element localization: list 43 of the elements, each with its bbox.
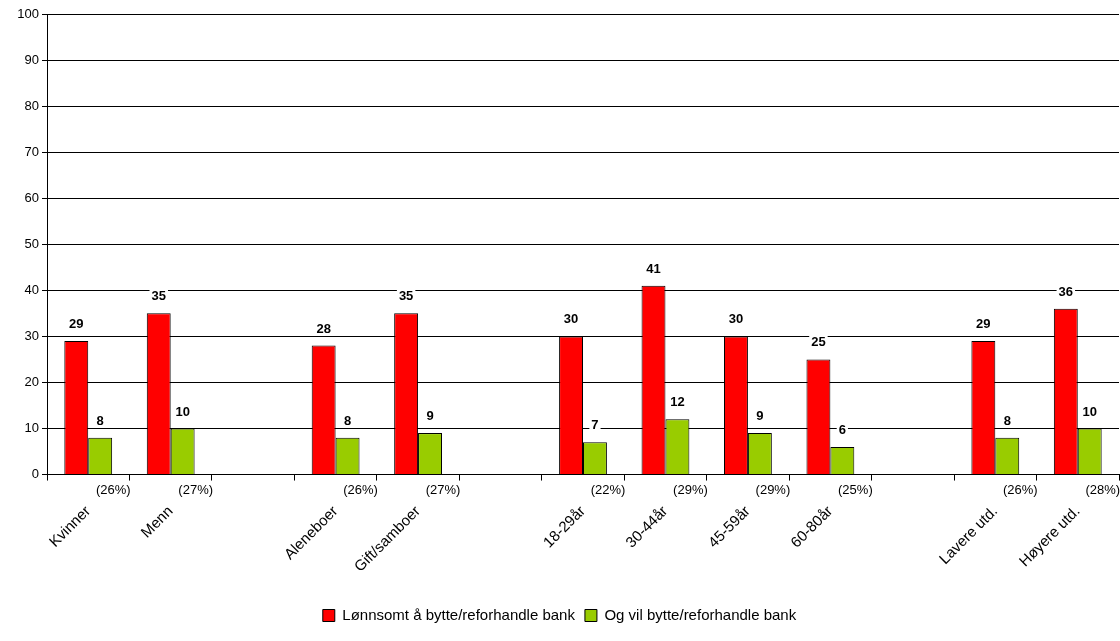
text: (27%) (425, 481, 461, 497)
text: (29%) (755, 481, 791, 497)
y-tick-label: 30 (24, 327, 39, 343)
data-label: 10 (1082, 403, 1097, 419)
data-label: 9 (426, 408, 434, 424)
text: (25%) (838, 481, 873, 497)
data-label: 35 (151, 288, 166, 304)
text: (26%) (1002, 481, 1038, 497)
y-tick-label: 40 (24, 281, 39, 297)
text: (29%) (673, 481, 708, 497)
data-label: 12 (670, 394, 685, 410)
data-label: 25 (811, 334, 826, 350)
y-tick-label: 90 (24, 51, 39, 67)
y-tick-label: 70 (24, 143, 39, 159)
y-tick-label: 50 (24, 235, 39, 251)
y-tick-label: 80 (24, 97, 39, 113)
y-tick-label: 0 (31, 466, 39, 482)
data-label: 36 (1058, 283, 1074, 299)
data-label: 35 (398, 288, 414, 304)
data-label: 28 (316, 320, 331, 336)
data-label: 9 (756, 408, 764, 424)
data-label: 6 (838, 422, 846, 437)
legend-label: Lønnsomt å bytte/reforhandle bank (342, 605, 576, 623)
legend-label: Og vil bytte/reforhandle bank (604, 605, 797, 623)
data-label: 7 (591, 417, 599, 433)
data-label: 29 (69, 316, 84, 332)
text: (27%) (178, 481, 214, 497)
data-label: 8 (343, 412, 352, 428)
text: (28%) (1085, 481, 1120, 497)
y-tick-label: 60 (24, 189, 39, 205)
y-tick-label: 10 (24, 420, 39, 436)
text: (26%) (343, 481, 378, 497)
data-label: 10 (175, 403, 190, 419)
data-label: 8 (96, 412, 104, 428)
text: (22%) (590, 481, 626, 497)
data-label: 41 (646, 260, 661, 276)
data-label: 30 (563, 311, 579, 327)
data-label: 30 (728, 311, 744, 327)
y-tick-label: 20 (24, 374, 39, 390)
data-label: 29 (976, 316, 991, 332)
data-label: 8 (1003, 412, 1011, 428)
y-tick-label: 100 (17, 5, 39, 21)
text: (26%) (95, 481, 131, 497)
